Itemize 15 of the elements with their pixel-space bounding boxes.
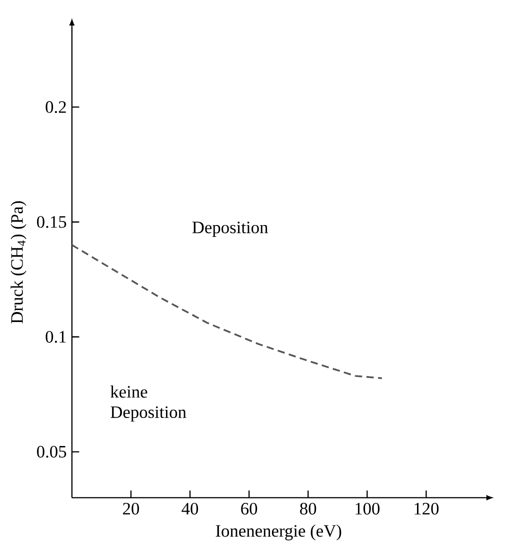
line-series bbox=[72, 244, 383, 380]
y-tick-label: 0.1 bbox=[46, 330, 66, 343]
annotation: keine Deposition bbox=[110, 385, 186, 422]
y-tick-label: 0.05 bbox=[37, 446, 66, 458]
x-tick-label: 100 bbox=[356, 502, 380, 515]
y-tick-label: 0.15 bbox=[37, 216, 66, 228]
x-tick-label: 20 bbox=[123, 502, 140, 515]
x-tick-label: 80 bbox=[300, 502, 316, 515]
x-tick-label: 60 bbox=[241, 502, 258, 515]
annotation: Deposition bbox=[192, 222, 268, 237]
x-tick-label: 40 bbox=[182, 502, 198, 515]
x-tick-label: 120 bbox=[414, 502, 439, 515]
y-axis-title: Druck (CH$_{4}$) (Pa) bbox=[10, 201, 26, 324]
x-axis-title: Ionenenergie (eV) bbox=[216, 524, 342, 540]
y-tick-label: 0.2 bbox=[46, 101, 66, 114]
